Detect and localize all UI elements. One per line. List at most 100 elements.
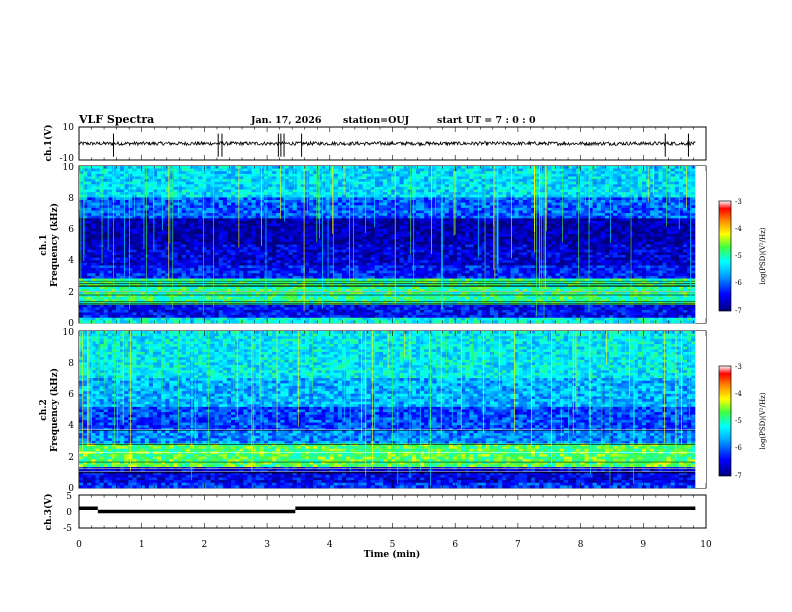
spectrogram-cell (428, 168, 433, 172)
spectrogram-cell (691, 213, 696, 217)
spectrogram-cell (152, 194, 158, 198)
spectrogram-cell (506, 168, 511, 172)
spectrogram-cell (646, 215, 651, 219)
spectrogram-cell (637, 231, 643, 235)
spectrogram-cell (535, 171, 540, 175)
spectrogram-cell (457, 171, 462, 175)
spectrogram-cell (346, 173, 351, 177)
spectrogram-cell (255, 223, 261, 227)
spectrogram-cell (202, 176, 207, 180)
spectrogram-cell (687, 231, 692, 235)
spectrogram-cell (567, 249, 573, 253)
spectrogram-cell (420, 223, 425, 227)
spectrogram-cell (395, 210, 400, 214)
spectrogram-cell (469, 194, 474, 198)
spectrogram-cell (157, 241, 162, 245)
spectrogram-cell (522, 241, 528, 245)
spectrogram-cell (296, 249, 302, 253)
spectrogram-cell (530, 189, 536, 193)
spectrogram-cell (629, 194, 635, 198)
spectrogram-cell (231, 241, 236, 245)
spectrogram-cell (313, 171, 318, 175)
spectrogram-cell (637, 244, 643, 248)
spectrogram-cell (674, 176, 680, 180)
spectrogram-cell (407, 244, 413, 248)
spectrogram-cell (391, 236, 396, 240)
date-label: Jan. 17, 2026 (250, 115, 322, 126)
spectrogram-cell (658, 200, 663, 203)
spectrogram-cell (436, 223, 441, 227)
spectrogram-cell (444, 223, 450, 227)
spectrogram-cell (152, 184, 158, 188)
spectrogram-cell (613, 210, 618, 214)
spectrogram-cell (469, 210, 474, 214)
spectrogram-cell (674, 192, 680, 196)
spectrogram-cell (206, 234, 211, 237)
spectrogram-cell (683, 226, 688, 230)
spectrogram-cell (395, 213, 400, 217)
spectrogram-cell (494, 186, 499, 190)
spectrogram-cell (440, 220, 445, 224)
spectrogram-cell (436, 202, 441, 206)
spectrogram-cell (107, 173, 113, 177)
spectrogram-cell (617, 213, 622, 217)
spectrogram-cell (481, 189, 487, 193)
spectrogram-cell (666, 176, 671, 180)
spectrogram-cell (580, 192, 585, 196)
spectrogram-cell (588, 249, 593, 253)
spectrogram-cell (378, 200, 384, 203)
spectrogram-cell (461, 184, 466, 188)
spectrogram-cell (140, 173, 146, 177)
spectrogram-cell (157, 171, 162, 175)
spectrogram-cell (87, 247, 92, 251)
spectrogram-cell (678, 210, 684, 214)
spectrogram-cell (124, 234, 129, 237)
spectrogram-cell (666, 239, 671, 243)
spectrogram-cell (243, 166, 248, 169)
spectrogram-cell (617, 181, 622, 185)
spectrogram-cell (592, 213, 598, 217)
spectrogram-cell (292, 192, 298, 196)
spectrogram-cell (374, 205, 380, 209)
spectrogram-cell (489, 226, 495, 230)
spectrogram-cell (641, 173, 647, 177)
spectrogram-cell (132, 228, 137, 232)
spectrogram-cell (272, 234, 277, 237)
spectrogram-cell (592, 244, 598, 248)
spectrogram-cell (510, 181, 515, 185)
spectrogram-cell (633, 218, 639, 222)
spectrogram-cell (284, 173, 289, 177)
spectrogram-cell (173, 194, 178, 198)
spectrogram-cell (621, 197, 626, 201)
spectrogram-cell (641, 247, 647, 251)
spectrogram-cell (604, 197, 610, 201)
spectrogram-cell (535, 197, 540, 201)
spectrogram-cell (650, 173, 655, 177)
spectrogram-cell (621, 220, 626, 224)
spectrogram-cell (313, 205, 318, 209)
spectrogram-cell (292, 228, 298, 232)
spectrogram-cell (563, 189, 569, 193)
spectrogram-cell (498, 239, 503, 243)
spectrogram-cell (457, 218, 462, 222)
spectrogram-cell (107, 247, 113, 251)
spectrogram-cell (383, 189, 388, 193)
spectrogram-cell (613, 176, 618, 180)
spectrogram-cell (284, 239, 289, 243)
spectrogram-cell (391, 220, 396, 224)
spectrogram-cell (378, 173, 384, 177)
spectrogram-cell (662, 210, 667, 214)
spectrogram-cell (567, 236, 573, 240)
spectrogram-cell (547, 166, 552, 169)
spectrogram-cell (378, 234, 384, 237)
spectrogram-cell (374, 176, 380, 180)
spectrogram-cell (457, 205, 462, 209)
spectrogram-cell (148, 210, 154, 214)
spectrogram-cell (592, 192, 598, 196)
spectrogram-cell (272, 220, 277, 224)
spectrogram-cell (485, 166, 491, 169)
spectrogram-cell (370, 218, 376, 222)
spectrogram-cell (115, 173, 121, 177)
spectrogram-cell (621, 210, 626, 214)
spectrogram-cell (629, 247, 635, 251)
